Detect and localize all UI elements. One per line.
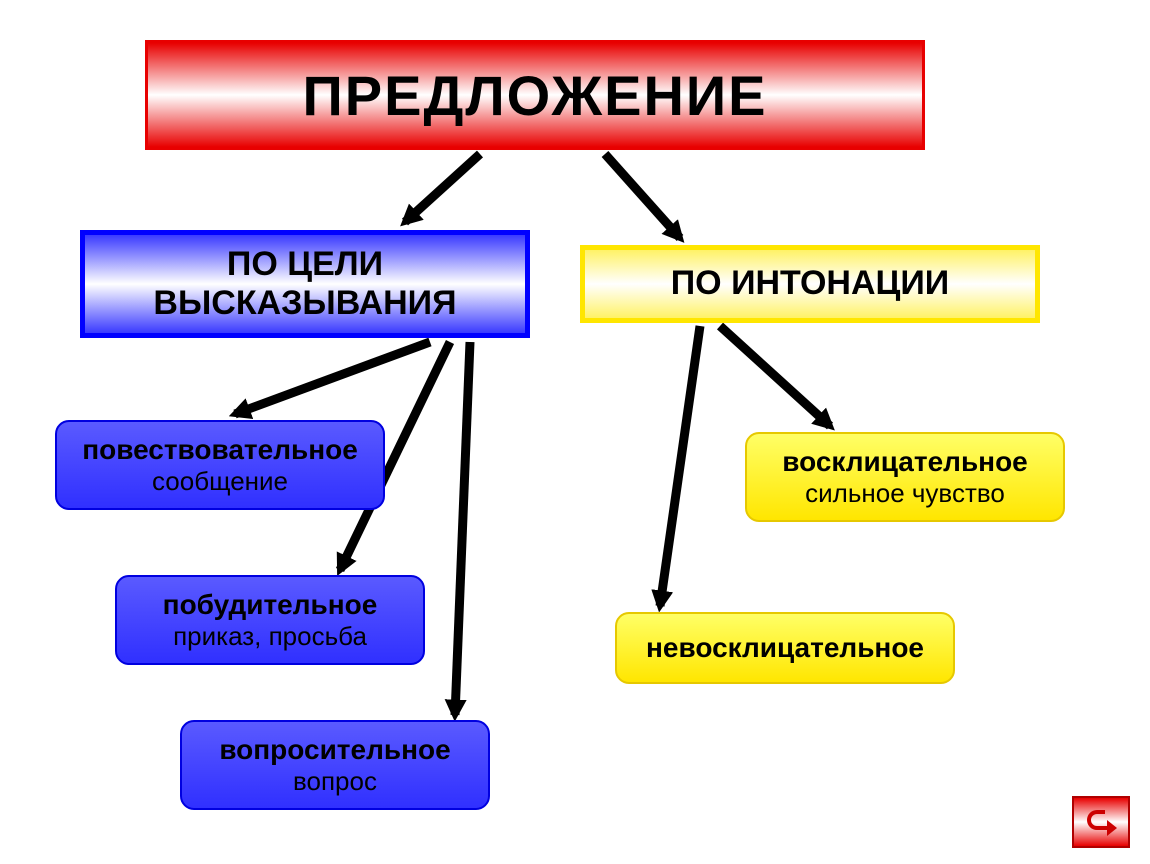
leaf-subtitle: приказ, просьба [173,621,367,652]
leaf-exclamatory: восклицательноесильное чувство [745,432,1065,522]
leaf-imperative: побудительноеприказ, просьба [115,575,425,665]
leaf-title: повествовательное [82,434,358,466]
main-title-text: ПРЕДЛОЖЕНИЕ [303,63,768,128]
leaf-subtitle: сообщение [152,466,288,497]
u-turn-icon [1083,806,1119,838]
leaf-nonexclamatory: невосклицательное [615,612,955,684]
back-button[interactable] [1072,796,1130,848]
leaf-title: вопросительное [219,734,450,766]
connector-arrow [405,154,480,222]
leaf-title: восклицательное [782,446,1028,478]
leaf-title: невосклицательное [646,632,924,664]
leaf-title: побудительное [163,589,378,621]
category-purpose: ПО ЦЕЛИВЫСКАЗЫВАНИЯ [80,230,530,338]
category-label: ПО ИНТОНАЦИИ [671,264,950,303]
connector-arrow [660,326,700,606]
category-label: ПО ЦЕЛИ [227,245,383,284]
leaf-interrogative: вопросительноевопрос [180,720,490,810]
main-title-box: ПРЕДЛОЖЕНИЕ [145,40,925,150]
connector-arrow [720,326,830,426]
connector-arrow [455,342,470,715]
leaf-subtitle: вопрос [293,766,377,797]
category-intonation: ПО ИНТОНАЦИИ [580,245,1040,323]
connector-arrow [605,154,680,238]
leaf-declarative: повествовательноесообщение [55,420,385,510]
leaf-subtitle: сильное чувство [805,478,1005,509]
category-label: ВЫСКАЗЫВАНИЯ [153,284,456,323]
connector-arrow [235,342,430,414]
